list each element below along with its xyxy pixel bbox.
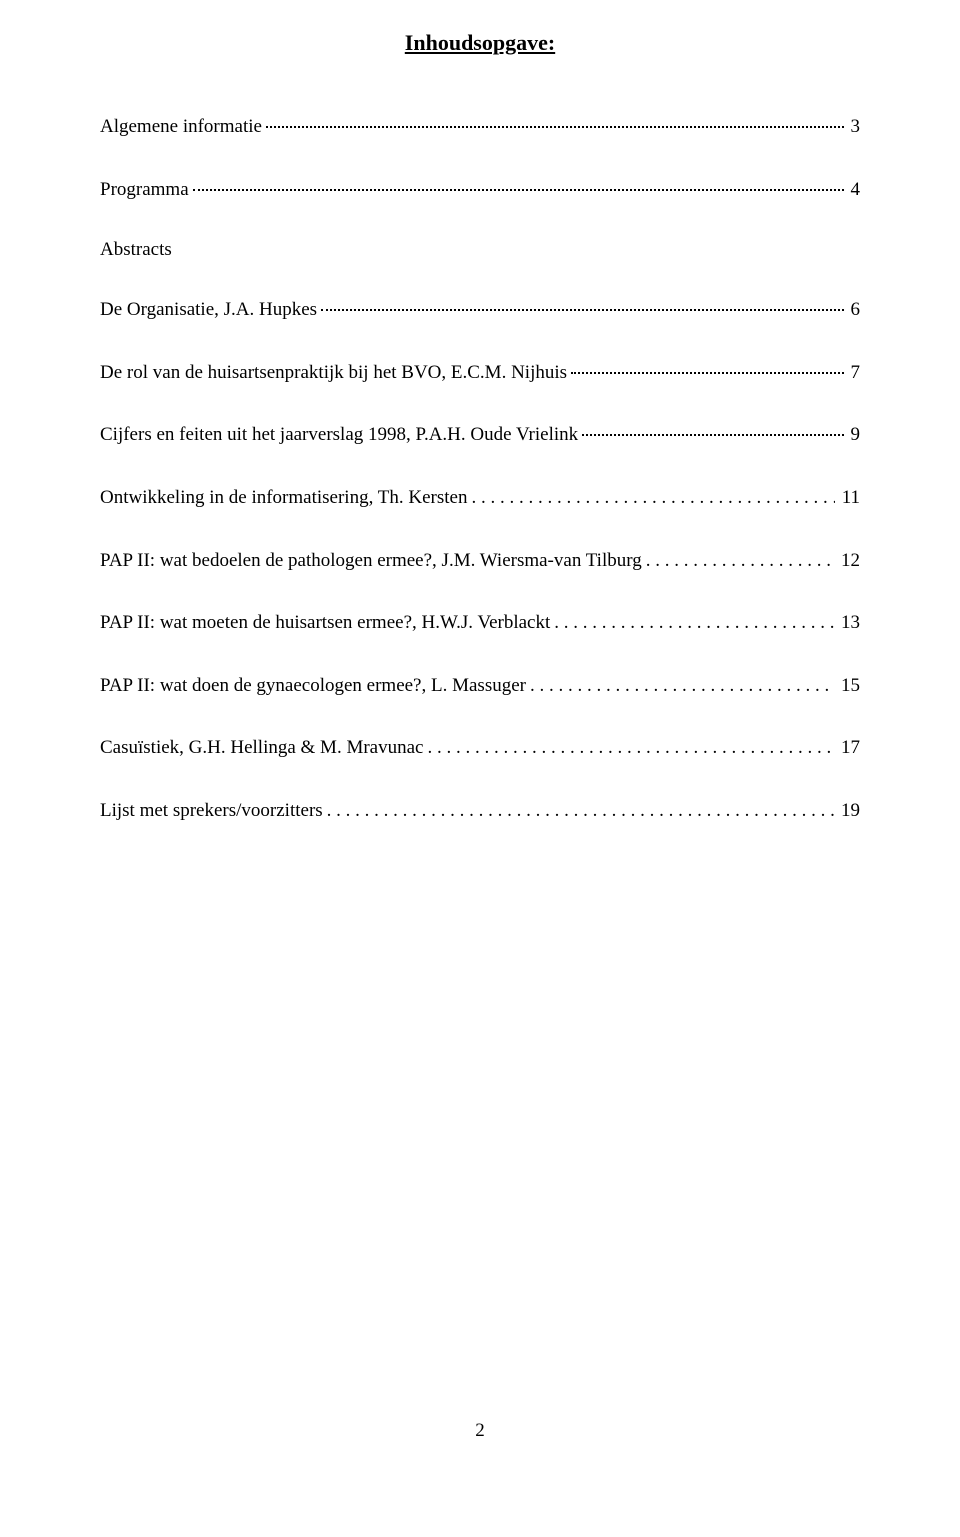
toc-section-header: Abstracts	[100, 239, 860, 261]
toc-dots: . . . . . . . . . . . . . . . . . . . . …	[530, 673, 834, 700]
toc-page-number: 13	[838, 610, 860, 637]
page-title: Inhoudsopgave:	[100, 30, 860, 56]
toc-dots: . . . . . . . . . . . . . . . . . . . . …	[646, 548, 834, 575]
toc-dots	[193, 189, 844, 191]
toc-page-number: 7	[848, 360, 861, 387]
toc-label: Programma	[100, 177, 189, 204]
toc-page-number: 6	[848, 297, 861, 324]
toc-label: Abstracts	[100, 239, 172, 260]
toc-label: De rol van de huisartsenpraktijk bij het…	[100, 360, 567, 387]
toc-dots: . . . . . . . . . . . . . . . . . . . . …	[327, 798, 834, 825]
toc-entry: Lijst met sprekers/voorzitters . . . . .…	[100, 798, 860, 825]
toc-page-number: 9	[848, 422, 861, 449]
toc-label: Algemene informatie	[100, 114, 262, 141]
toc-dots	[266, 126, 844, 128]
toc-label: Ontwikkeling in de informatisering, Th. …	[100, 485, 467, 512]
toc-label: PAP II: wat moeten de huisartsen ermee?,…	[100, 610, 550, 637]
toc-entry: PAP II: wat doen de gynaecologen ermee?,…	[100, 673, 860, 700]
toc-label: De Organisatie, J.A. Hupkes	[100, 297, 317, 324]
toc-dots	[321, 309, 843, 311]
toc-page-number: 4	[848, 177, 861, 204]
toc-dots	[571, 372, 843, 374]
toc-dots	[582, 434, 843, 436]
toc-dots: . . . . . . . . . . . . . . . . . . . . …	[554, 610, 834, 637]
page-container: Inhoudsopgave: Algemene informatie 3 Progr…	[0, 0, 960, 825]
toc-entry: PAP II: wat bedoelen de pathologen ermee…	[100, 548, 860, 575]
toc-entry: Ontwikkeling in de informatisering, Th. …	[100, 485, 860, 512]
toc-page-number: 11	[839, 485, 860, 512]
table-of-contents: Algemene informatie 3 Programma 4 Abstracts D…	[100, 114, 860, 825]
toc-label: Cijfers en feiten uit het jaarverslag 19…	[100, 422, 578, 449]
toc-page-number: 19	[838, 798, 860, 825]
toc-entry: Cijfers en feiten uit het jaarverslag 19…	[100, 422, 860, 449]
toc-page-number: 12	[838, 548, 860, 575]
toc-dots: . . . . . . . . . . . . . . . . . . . . …	[471, 485, 834, 512]
page-number: 2	[0, 1420, 960, 1442]
toc-entry: PAP II: wat moeten de huisartsen ermee?,…	[100, 610, 860, 637]
toc-label: PAP II: wat doen de gynaecologen ermee?,…	[100, 673, 526, 700]
toc-entry: Algemene informatie 3	[100, 114, 860, 141]
toc-label: Casuïstiek, G.H. Hellinga & M. Mravunac	[100, 735, 423, 762]
toc-label: Lijst met sprekers/voorzitters	[100, 798, 323, 825]
toc-entry: De Organisatie, J.A. Hupkes 6	[100, 297, 860, 324]
toc-label: PAP II: wat bedoelen de pathologen ermee…	[100, 548, 642, 575]
toc-dots: . . . . . . . . . . . . . . . . . . . . …	[427, 735, 834, 762]
toc-entry: Casuïstiek, G.H. Hellinga & M. Mravunac …	[100, 735, 860, 762]
toc-page-number: 3	[848, 114, 861, 141]
toc-entry: Programma 4	[100, 177, 860, 204]
toc-page-number: 15	[838, 673, 860, 700]
toc-page-number: 17	[838, 735, 860, 762]
toc-entry: De rol van de huisartsenpraktijk bij het…	[100, 360, 860, 387]
